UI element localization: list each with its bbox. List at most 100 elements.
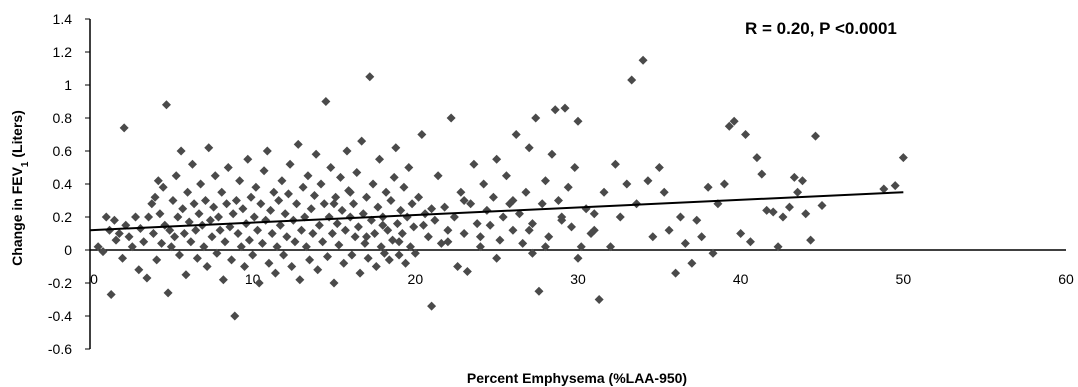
data-point <box>353 222 363 232</box>
data-point <box>817 200 827 210</box>
data-point <box>357 136 367 146</box>
data-point <box>459 229 469 238</box>
data-point <box>170 232 180 242</box>
data-point <box>296 225 306 235</box>
data-point <box>659 187 669 197</box>
data-point <box>218 275 228 285</box>
data-point <box>482 205 492 215</box>
data-point <box>436 238 446 248</box>
data-point <box>230 311 240 321</box>
y-axis-title: Change in FEV1 (Liters) <box>9 110 31 266</box>
data-point <box>293 139 303 149</box>
data-point <box>282 232 292 242</box>
data-point <box>375 154 385 164</box>
data-point <box>144 212 154 222</box>
data-point <box>394 250 404 260</box>
data-point <box>347 250 357 260</box>
data-point <box>217 187 227 197</box>
data-point <box>314 220 324 230</box>
data-point <box>152 255 162 265</box>
y-axis-title-unit: (Liters) <box>9 110 25 161</box>
data-point <box>389 172 399 182</box>
data-point <box>254 278 264 288</box>
data-point <box>183 187 193 197</box>
data-point <box>498 212 508 222</box>
data-point <box>336 172 346 182</box>
data-point <box>692 215 702 225</box>
data-point <box>752 153 762 163</box>
data-point <box>789 172 799 182</box>
y-tick-marks <box>85 18 90 350</box>
data-point <box>316 179 326 189</box>
data-point <box>540 242 550 252</box>
data-point <box>573 253 583 263</box>
data-point <box>664 225 674 235</box>
data-point <box>231 196 241 205</box>
data-point <box>124 232 134 242</box>
x-tick-label: 40 <box>733 271 749 287</box>
data-point <box>186 237 196 247</box>
data-point <box>810 131 820 141</box>
data-point <box>741 130 751 139</box>
data-point <box>329 278 339 288</box>
data-point <box>148 229 158 238</box>
data-point <box>553 196 563 205</box>
data-point <box>301 242 311 252</box>
data-point <box>381 187 391 197</box>
data-point <box>472 219 482 229</box>
data-point <box>264 258 274 268</box>
data-point <box>275 220 285 230</box>
data-point <box>606 242 616 252</box>
data-point <box>479 179 489 189</box>
data-point <box>423 232 433 242</box>
data-point <box>187 159 197 169</box>
data-point <box>531 113 541 123</box>
data-point <box>362 232 372 242</box>
data-point <box>402 212 412 222</box>
data-point <box>155 209 165 219</box>
data-point <box>222 199 232 209</box>
data-point <box>401 258 411 268</box>
data-point <box>118 253 128 263</box>
data-point <box>266 205 276 215</box>
data-point <box>654 163 664 172</box>
x-axis-title: Percent Emphysema (%LAA-950) <box>467 370 687 386</box>
data-point <box>384 255 394 265</box>
data-point <box>262 146 272 156</box>
data-point <box>648 232 658 242</box>
data-point <box>466 199 476 209</box>
data-point <box>150 192 160 202</box>
data-point <box>308 229 318 238</box>
data-point <box>200 196 210 205</box>
data-point <box>337 205 347 215</box>
data-point <box>363 253 373 263</box>
data-point <box>212 248 222 258</box>
data-point <box>272 242 282 252</box>
data-point <box>570 163 580 172</box>
data-point <box>563 182 573 192</box>
data-point <box>397 229 407 238</box>
data-point <box>459 196 469 205</box>
data-point <box>708 248 718 258</box>
y-tick-label: 0.2 <box>53 209 73 225</box>
data-point <box>173 212 183 222</box>
data-point <box>501 171 511 181</box>
data-point <box>797 176 807 186</box>
data-point <box>350 232 360 242</box>
data-point <box>174 250 184 260</box>
data-point <box>773 242 783 252</box>
data-point <box>365 72 375 82</box>
data-point <box>142 273 152 283</box>
data-point <box>283 189 293 199</box>
x-tick-labels: 0 10 20 30 40 50 60 <box>90 271 1074 287</box>
data-point <box>191 225 201 235</box>
data-point <box>745 237 755 247</box>
data-point <box>736 229 746 238</box>
data-point <box>801 209 811 219</box>
data-point <box>643 176 653 186</box>
data-point <box>378 220 388 230</box>
data-point <box>332 219 342 229</box>
data-point <box>405 242 415 252</box>
y-tick-label: 0.4 <box>53 176 73 192</box>
data-point <box>443 225 453 235</box>
